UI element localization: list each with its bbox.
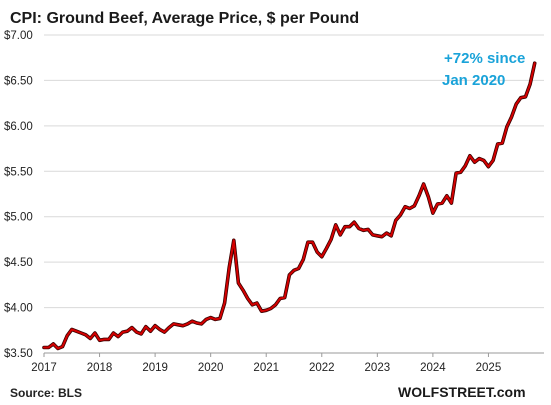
- x-tick-label: 2021: [253, 362, 279, 374]
- source-note: Source: BLS: [10, 386, 82, 400]
- x-tick-label: 2020: [198, 362, 224, 374]
- series-ground-beef-price: [42, 61, 537, 351]
- y-tick-label: $4.00: [4, 303, 33, 315]
- x-axis-ticks: 2017 2018 2019 2020 2021 2022 2023 2024 2025: [31, 353, 501, 374]
- y-tick-label: $6.50: [4, 75, 33, 87]
- x-tick-label: 2017: [31, 362, 57, 374]
- series-line-shadow: [42, 61, 537, 351]
- y-tick-label: $7.00: [4, 30, 33, 42]
- brand-watermark: WOLFSTREET.com: [398, 384, 526, 400]
- y-tick-label: $3.50: [4, 348, 33, 360]
- annotation-line-1: +72% since: [444, 50, 525, 67]
- x-tick-label: 2018: [87, 362, 113, 374]
- y-tick-label: $5.50: [4, 166, 33, 178]
- annotation-line-2: Jan 2020: [442, 72, 505, 89]
- y-tick-label: $5.00: [4, 212, 33, 224]
- x-tick-label: 2023: [365, 362, 391, 374]
- x-tick-label: 2024: [420, 362, 446, 374]
- y-axis-ticks: $3.50 $4.00 $4.50 $5.00 $5.50 $6.00 $6.50 $7.00: [4, 30, 33, 360]
- x-tick-label: 2025: [476, 362, 502, 374]
- y-tick-label: $4.50: [4, 257, 33, 269]
- chart-title: CPI: Ground Beef, Average Price, $ per P…: [10, 10, 359, 27]
- x-tick-label: 2019: [142, 362, 168, 374]
- grid: [44, 34, 544, 354]
- series-line: [43, 62, 536, 350]
- y-tick-label: $6.00: [4, 121, 33, 133]
- x-tick-label: 2022: [309, 362, 335, 374]
